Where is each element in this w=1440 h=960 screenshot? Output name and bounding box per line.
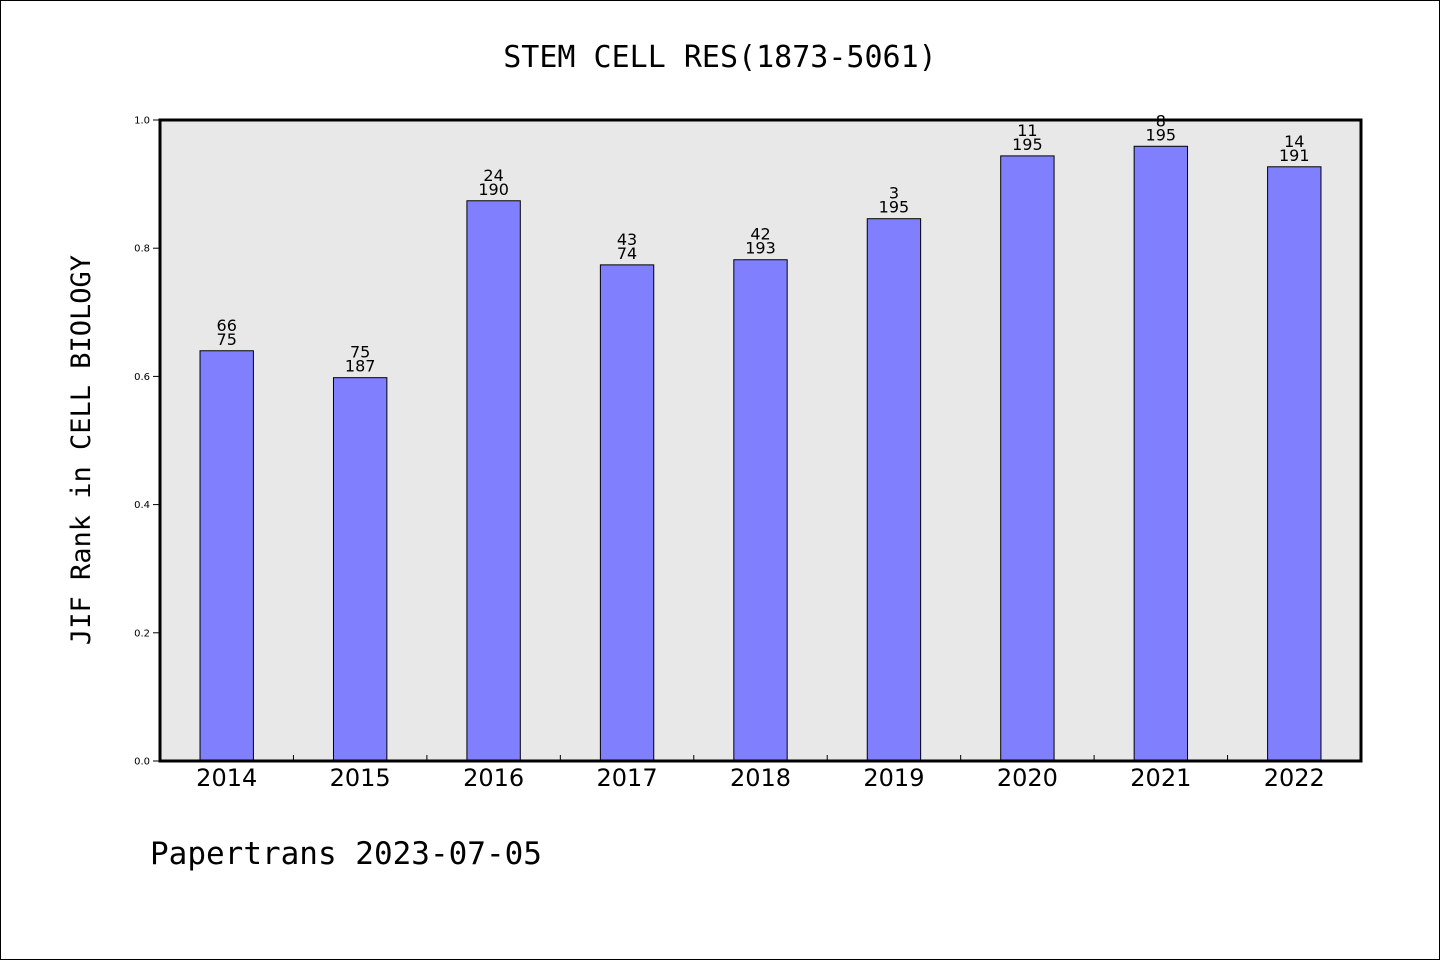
bar-2022 — [1267, 166, 1322, 762]
bar-total-label-2020: 195 — [1012, 135, 1043, 154]
x-tick-label-2016: 2016 — [463, 764, 524, 792]
bar-rank-label-2022: 14 — [1284, 132, 1304, 151]
chart-title: STEM CELL RES(1873-5061) — [503, 40, 936, 75]
bar-2019 — [866, 218, 922, 762]
bar-rank-label-2017: 43 — [617, 230, 637, 249]
y-tick-label: 1.0 — [134, 116, 150, 127]
x-axis: 2014 2015 2016 2017 2018 2019 2020 2021 2022 — [196, 755, 1325, 792]
y-axis: 0.0 0.2 0.4 0.6 0.8 1.0 — [134, 116, 160, 768]
bar-2017 — [599, 264, 655, 762]
y-tick-label: 0.0 — [134, 757, 150, 768]
bar-2021 — [1133, 145, 1189, 762]
bar-2014 — [199, 350, 254, 762]
y-tick-label: 0.8 — [134, 244, 150, 255]
x-tick-label-2014: 2014 — [196, 764, 257, 792]
y-tick-label: 0.2 — [134, 628, 150, 639]
bar-rank-label-2018: 42 — [750, 225, 770, 244]
footer-credit: Papertrans 2023-07-05 — [150, 836, 542, 872]
bar-total-label-2014: 75 — [217, 330, 237, 349]
bar-2015 — [332, 377, 388, 762]
bar-2020 — [1000, 155, 1055, 762]
bar-total-label-2017: 74 — [617, 244, 637, 263]
bar-total-label-2018: 193 — [745, 239, 776, 258]
bar-2018 — [733, 259, 788, 762]
bar-rank-label-2019: 3 — [889, 184, 899, 203]
plot-border — [158, 118, 1363, 763]
bar-total-label-2015: 187 — [345, 357, 376, 376]
bar-total-label-2022: 191 — [1279, 146, 1310, 165]
bar-rank-label-2014: 66 — [217, 316, 237, 335]
bar-total-label-2016: 190 — [478, 180, 509, 199]
bar-rank-label-2015: 75 — [350, 343, 370, 362]
bar-2016 — [466, 200, 521, 762]
x-tick-label-2019: 2019 — [863, 764, 924, 792]
bar-total-label-2019: 195 — [879, 198, 910, 217]
y-tick-label: 0.4 — [134, 500, 150, 511]
x-tick-label-2022: 2022 — [1264, 764, 1325, 792]
x-tick-label-2020: 2020 — [997, 764, 1058, 792]
x-tick-label-2015: 2015 — [330, 764, 391, 792]
bar-total-label-2021: 195 — [1146, 125, 1177, 144]
x-tick-label-2021: 2021 — [1130, 764, 1191, 792]
x-tick-label-2017: 2017 — [597, 764, 658, 792]
y-axis-label: JIF Rank in CELL BIOLOGY — [66, 255, 97, 645]
bars-layer — [199, 145, 1322, 762]
x-tick-label-2018: 2018 — [730, 764, 791, 792]
bar-rank-label-2016: 24 — [483, 166, 503, 185]
bar-rank-label-2020: 11 — [1017, 121, 1037, 140]
y-tick-label: 0.6 — [134, 372, 150, 383]
